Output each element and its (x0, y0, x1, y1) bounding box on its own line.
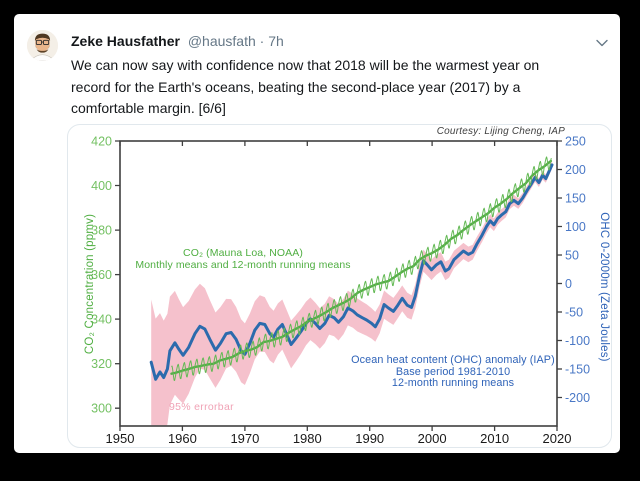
left-tick-label: 300 (91, 402, 112, 416)
x-tick-label: 1950 (106, 431, 135, 446)
right-tick-label: 200 (565, 163, 586, 177)
avatar-illustration (27, 30, 58, 61)
ohc-line (149, 163, 554, 381)
tweet-text-line: record for the Earth's oceans, beating t… (71, 78, 521, 95)
errorbar-annotation: 95% errorbar (169, 401, 234, 413)
tweet-card: Zeke Hausfather @hausfath · 7h We can no… (14, 14, 620, 453)
right-tick-label: 250 (565, 134, 586, 148)
right-tick-label: -50 (565, 305, 583, 319)
x-tick-label: 1980 (293, 431, 322, 446)
left-axis-label: CO₂ Concentration (ppmv) (84, 213, 96, 355)
right-tick-label: 100 (565, 220, 586, 234)
handle-and-time[interactable]: @hausfath · 7h (187, 33, 284, 49)
right-tick-label: 50 (565, 248, 579, 262)
right-axis-label: OHC 0-2000m (Zeta Joules) (598, 212, 610, 362)
right-tick-label: -150 (565, 362, 590, 376)
x-tick-label: 1990 (355, 431, 384, 446)
left-tick-label: 340 (91, 312, 112, 326)
x-tick-label: 1960 (168, 431, 197, 446)
left-tick-label: 420 (91, 134, 112, 148)
x-tick-label: 2020 (543, 431, 572, 446)
co2-monthly-line (171, 156, 552, 381)
right-tick-label: 150 (565, 191, 586, 205)
right-tick-label: 0 (565, 277, 572, 291)
x-tick-label: 2010 (480, 431, 509, 446)
co2-series-annotation: CO₂ (Mauna Loa, NOAA) Monthly means and … (135, 247, 351, 271)
tweet-header: Zeke Hausfather @hausfath · 7h (71, 33, 284, 49)
chevron-down-icon[interactable] (596, 34, 610, 47)
left-tick-label: 320 (91, 357, 112, 371)
left-tick-label: 400 (91, 179, 112, 193)
right-tick-label: -200 (565, 391, 590, 405)
ohc-error-band (151, 161, 552, 426)
axis-tick-labels: 1950 1960 1970 1980 1990 2000 2010 202030032034… (91, 134, 590, 446)
x-tick-label: 1970 (230, 431, 259, 446)
co2-running-mean-line (170, 159, 552, 375)
chart-image[interactable]: 1950 1960 1970 1980 1990 2000 2010 2020 300 320 34… (67, 124, 612, 448)
tweet-text-line: comfortable margin. [6/6] (71, 100, 226, 116)
x-tick-label: 2000 (418, 431, 447, 446)
left-tick-label: 380 (91, 223, 112, 237)
chart-plot-svg: 1950 1960 1970 1980 1990 2000 2010 202030032034… (91, 134, 590, 446)
tweet-text-line: We can now say with confidence now that … (71, 57, 540, 73)
right-tick-label: -100 (565, 334, 590, 348)
ohc-series-annotation: Ocean heat content (OHC) anomaly (IAP) B… (351, 354, 555, 389)
tweet-text: We can now say with confidence now that … (71, 55, 539, 120)
author-name[interactable]: Zeke Hausfather (71, 33, 180, 49)
chart-courtesy-text: Courtesy: Lijing Cheng, IAP (436, 126, 565, 137)
plot-frame (119, 140, 558, 427)
left-tick-label: 360 (91, 268, 112, 282)
axis-ticks (115, 140, 562, 431)
avatar[interactable] (27, 30, 58, 61)
